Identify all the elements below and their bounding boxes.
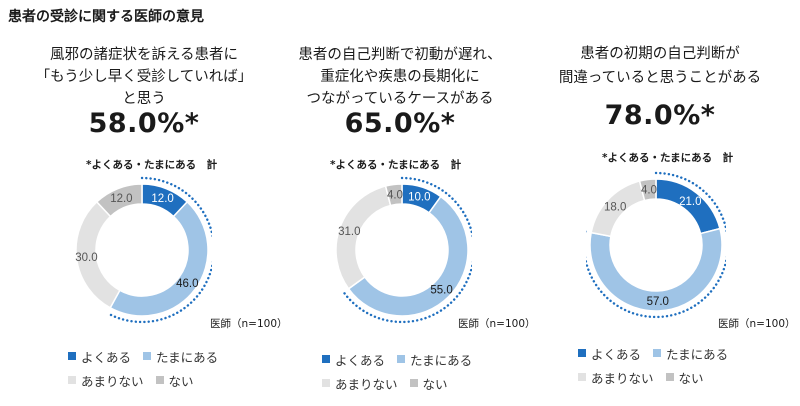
legend-swatch xyxy=(397,355,406,363)
legend-label: よくある xyxy=(81,349,132,365)
legend-swatch xyxy=(322,355,330,363)
chart-panel-3: 患者の初期の自己判断が 間違っていると思うことがある 78.0%* *よくある・… xyxy=(530,0,796,406)
legend-label: あまりない xyxy=(81,373,144,389)
legend-swatch xyxy=(155,376,164,384)
headline-percentage: 78.0%* xyxy=(604,100,716,131)
slice-value-label: 18.0 xyxy=(604,202,626,214)
slice-value-label: 46.0 xyxy=(176,278,198,290)
footnote: *よくある・たまにある 計 xyxy=(86,159,218,171)
legend-swatch xyxy=(653,349,662,357)
donut-chart: 12.0 46.0 30.0 12.0 xyxy=(75,176,212,324)
highlight-dotted-arc xyxy=(106,176,212,324)
legend-swatch xyxy=(665,373,674,381)
highlight-dotted-arc xyxy=(586,171,726,319)
sample-size-note: 医師（n=100） xyxy=(718,318,796,330)
legend-item: ない xyxy=(409,374,448,393)
donut-chart: 10.0 55.0 31.0 4.0 xyxy=(335,176,472,324)
sample-size-note: 医師（n=100） xyxy=(210,318,288,330)
legend-label: ない xyxy=(678,370,704,386)
legend-swatch xyxy=(322,379,330,387)
legend-label: ない xyxy=(168,373,194,389)
legend-swatch xyxy=(578,373,586,381)
question-line: 間違っていると思うことがある xyxy=(558,70,762,86)
slice-value-label: 31.0 xyxy=(338,226,360,238)
legend-label: よくある xyxy=(335,352,386,368)
legend-label: あまりない xyxy=(335,376,398,392)
slice-value-label: 4.0 xyxy=(387,189,403,201)
legend-item: ない xyxy=(665,368,704,387)
slice-value-label: 30.0 xyxy=(75,252,97,264)
question-line: 患者の初期の自己判断が xyxy=(580,46,740,62)
slice-value-label: 57.0 xyxy=(647,296,669,308)
legend-item: あまりない xyxy=(68,371,144,390)
slice-value-label: 55.0 xyxy=(430,285,452,297)
legend-label: よくある xyxy=(591,346,642,362)
slice-value-label: 12.0 xyxy=(151,193,173,205)
highlight-dotted-arc xyxy=(342,176,472,324)
slice-value-label: 21.0 xyxy=(679,196,701,208)
legend-item: たまにある xyxy=(397,350,472,369)
donut-slice-2 xyxy=(347,195,469,317)
legend-label: ない xyxy=(422,376,448,392)
donut-slice-2 xyxy=(589,227,723,312)
legend: よくある たまにある あまりない ない xyxy=(578,341,740,389)
question-line: と思う xyxy=(122,91,166,107)
legend-swatch xyxy=(68,352,76,360)
donut-chart: 21.0 57.0 18.0 4.0 xyxy=(586,171,726,319)
legend-label: たまにある xyxy=(410,352,473,368)
legend-label: たまにある xyxy=(156,349,219,365)
question-text: 風邪の諸症状を訴える患者に 「もう少し早く受診していれば」 と思う xyxy=(14,44,274,110)
legend-item: よくある xyxy=(578,344,641,363)
legend-item: あまりない xyxy=(578,368,654,387)
legend: よくある たまにある あまりない ない xyxy=(68,344,230,392)
legend-item: たまにある xyxy=(653,344,728,363)
legend-swatch xyxy=(143,352,152,360)
legend-swatch xyxy=(68,376,76,384)
question-text: 患者の自己判断で初動が遅れ、 重症化や疾患の長期化に つながっているケースがある xyxy=(270,44,530,110)
legend-label: たまにある xyxy=(666,346,729,362)
donut-slice-4 xyxy=(95,183,143,218)
question-text: 患者の初期の自己判断が 間違っていると思うことがある xyxy=(530,42,790,90)
footnote: *よくある・たまにある 計 xyxy=(330,159,462,171)
donut-slice-2 xyxy=(109,200,209,317)
legend-item: あまりない xyxy=(322,374,398,393)
chart-panel-1: 風邪の諸症状を訴える患者に 「もう少し早く受診していれば」 と思う 58.0%*… xyxy=(14,0,288,406)
question-line: つながっているケースがある xyxy=(306,91,494,107)
legend-item: よくある xyxy=(322,350,385,369)
slice-value-label: 4.0 xyxy=(641,184,657,196)
donut-slice-4 xyxy=(384,183,403,207)
question-line: 患者の自己判断で初動が遅れ、 xyxy=(298,47,502,63)
headline-percentage: 65.0%* xyxy=(344,108,456,139)
legend-item: ない xyxy=(155,371,194,390)
legend-swatch xyxy=(409,379,418,387)
page-title: 患者の受診に関する医師の意見 xyxy=(8,9,204,25)
question-line: 重症化や疾患の長期化に xyxy=(320,69,480,85)
headline-percentage: 58.0%* xyxy=(88,108,200,139)
donut-slice-4 xyxy=(638,178,657,202)
legend-swatch xyxy=(578,349,586,357)
slice-value-label: 10.0 xyxy=(408,192,430,204)
chart-panel-2: 患者の自己判断で初動が遅れ、 重症化や疾患の長期化に つながっているケースがある… xyxy=(270,0,535,406)
legend-label: あまりない xyxy=(591,370,654,386)
question-line: 風邪の諸症状を訴える患者に xyxy=(49,47,239,63)
legend: よくある たまにある あまりない ない xyxy=(322,347,484,395)
slice-value-label: 12.0 xyxy=(110,193,132,205)
legend-item: よくある xyxy=(68,347,131,366)
footnote: *よくある・たまにある 計 xyxy=(602,152,734,164)
question-line: 「もう少し早く受診していれば」 xyxy=(35,69,253,85)
sample-size-note: 医師（n=100） xyxy=(458,318,536,330)
legend-item: たまにある xyxy=(143,347,218,366)
